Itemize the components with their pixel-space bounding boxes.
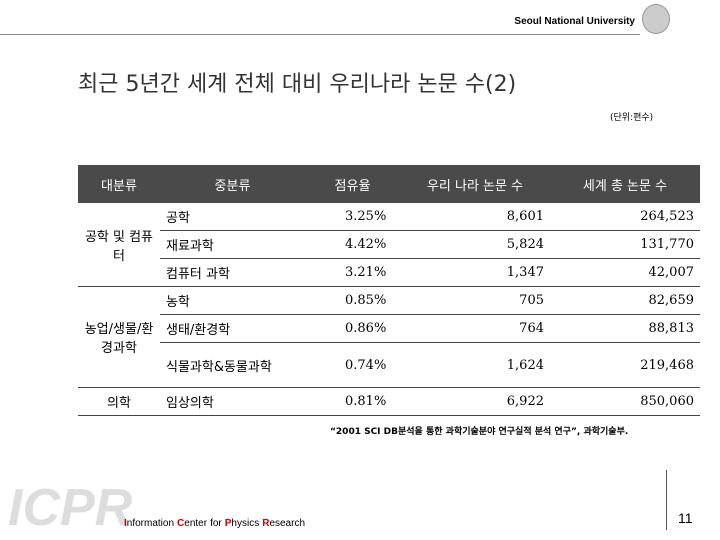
data-table: 대분류 중분류 점유율 우리 나라 논문 수 세계 총 논문 수 공학 및 컴퓨터 공학 3… bbox=[78, 165, 700, 416]
org-word: Research bbox=[262, 518, 306, 529]
cell: 생태/환경학 bbox=[160, 314, 305, 343]
column-header: 대분류 bbox=[78, 165, 160, 203]
cell: 1,347 bbox=[400, 258, 550, 287]
group-label: 의학 bbox=[78, 387, 160, 416]
logo: ICPR bbox=[8, 479, 133, 537]
cell: 식물과학&동물과학 bbox=[160, 342, 305, 388]
column-header: 우리 나라 논문 수 bbox=[400, 165, 550, 203]
cell: 3.21% bbox=[305, 258, 400, 287]
table-row: 생태/환경학 0.86% 764 88,813 bbox=[78, 314, 700, 343]
unit: (단위:편수) bbox=[610, 113, 654, 123]
column-header: 세계 총 논문 수 bbox=[550, 165, 700, 203]
table-row: 식물과학&동물과학 0.74% 1,624 219,468 bbox=[78, 342, 700, 388]
university: Seoul National University bbox=[514, 16, 635, 27]
group-label: 농업/생물/환경과학 bbox=[78, 286, 160, 388]
table-body: 공학 및 컴퓨터 공학 3.25% 8,601 264,523 재료과학 4.42% 5,82… bbox=[78, 203, 700, 416]
header-rule bbox=[0, 34, 640, 35]
org-word: Information bbox=[124, 518, 175, 529]
cell: 219,468 bbox=[550, 342, 700, 388]
cell: 8,601 bbox=[400, 203, 550, 231]
cell: 42,007 bbox=[550, 258, 700, 287]
cell: 6,922 bbox=[400, 387, 550, 416]
org-word: Physics bbox=[224, 518, 260, 529]
cell: 1,624 bbox=[400, 342, 550, 388]
title: 최근 5년간 세계 전체 대비 우리나라 논문 수(2) bbox=[78, 72, 517, 97]
table-row: 농업/생물/환경과학 농학 0.85% 705 82,659 bbox=[78, 286, 700, 388]
cell: 88,813 bbox=[550, 314, 700, 343]
cell: 82,659 bbox=[550, 286, 700, 315]
cell: 공학 bbox=[160, 203, 305, 231]
divider bbox=[666, 470, 667, 530]
cell: 705 bbox=[400, 286, 550, 315]
emblem bbox=[642, 4, 670, 34]
table-row: 공학 및 컴퓨터 공학 3.25% 8,601 264,523 bbox=[78, 203, 700, 287]
column-header: 점유율 bbox=[305, 165, 400, 203]
page-number: 11 bbox=[678, 510, 693, 526]
cell: 0.86% bbox=[305, 314, 400, 343]
table-row: 재료과학 4.42% 5,824 131,770 bbox=[78, 230, 700, 259]
org-word: Center bbox=[177, 518, 208, 529]
column-header: 중분류 bbox=[160, 165, 305, 203]
cell: 재료과학 bbox=[160, 230, 305, 259]
cell: 4.42% bbox=[305, 230, 400, 259]
org-word: for bbox=[210, 518, 222, 529]
cell: 264,523 bbox=[550, 203, 700, 231]
cell: 0.81% bbox=[305, 387, 400, 416]
source: “2001 SCI DB분석을 통한 과학기술분야 연구실적 분석 연구”, 과… bbox=[330, 427, 629, 437]
group-label: 공학 및 컴퓨터 bbox=[78, 203, 160, 287]
cell: 3.25% bbox=[305, 203, 400, 231]
table-row: 컴퓨터 과학 3.21% 1,347 42,007 bbox=[78, 258, 700, 287]
table-row: 의학 임상의학 0.81% 6,922 850,060 bbox=[78, 387, 700, 416]
header-row: 대분류 중분류 점유율 우리 나라 논문 수 세계 총 논문 수 bbox=[78, 165, 700, 203]
cell: 131,770 bbox=[550, 230, 700, 259]
cell: 850,060 bbox=[550, 387, 700, 416]
cell: 5,824 bbox=[400, 230, 550, 259]
cell: 임상의학 bbox=[160, 387, 305, 416]
cell: 0.74% bbox=[305, 342, 400, 388]
cell: 0.85% bbox=[305, 286, 400, 315]
cell: 764 bbox=[400, 314, 550, 343]
cell: 컴퓨터 과학 bbox=[160, 258, 305, 287]
cell: 농학 bbox=[160, 286, 305, 315]
organization: Information Center for Physics Research bbox=[124, 518, 308, 529]
